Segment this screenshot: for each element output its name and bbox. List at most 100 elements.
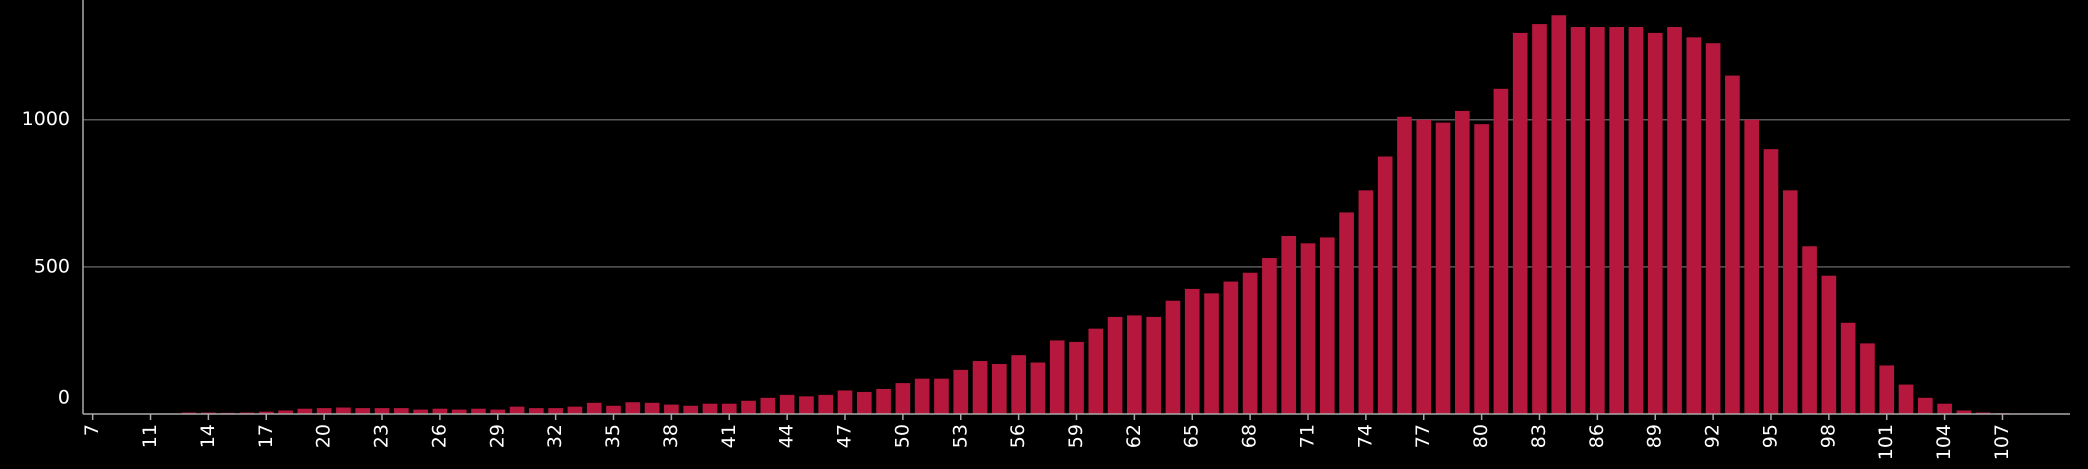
bar: [606, 405, 621, 414]
bar: [799, 396, 814, 414]
bar: [1011, 355, 1026, 414]
bar: [779, 394, 795, 414]
bar: [1262, 258, 1277, 414]
x-tick-label: 95: [1759, 424, 1781, 448]
bar: [258, 411, 274, 414]
x-tick-label: 59: [1065, 424, 1087, 448]
x-tick-label: 38: [660, 424, 682, 448]
x-tick-label: 56: [1007, 424, 1029, 448]
bar: [509, 406, 525, 414]
x-tick-label: 92: [1702, 424, 1724, 448]
x-tick-label: 65: [1181, 424, 1203, 448]
bar: [741, 400, 756, 414]
bar: [1377, 156, 1393, 414]
bar: [934, 378, 949, 414]
bar: [1782, 190, 1798, 414]
bar: [972, 361, 988, 414]
x-tick-label: 80: [1470, 424, 1492, 448]
bar: [451, 409, 467, 414]
x-tick-label: 29: [486, 424, 508, 448]
bar: [1821, 275, 1837, 414]
bar: [1454, 110, 1470, 414]
bar: [393, 408, 409, 414]
x-tick-label: 77: [1412, 424, 1434, 448]
bar: [895, 383, 911, 414]
y-tick-label: 500: [34, 255, 70, 277]
bar: [1319, 237, 1335, 414]
x-tick-label: 7: [81, 424, 103, 436]
bar: [914, 378, 930, 414]
x-tick-label: 74: [1354, 424, 1376, 448]
bar: [1647, 32, 1663, 415]
x-tick-label: 14: [197, 424, 219, 448]
bar: [1397, 116, 1412, 415]
bar: [856, 391, 872, 414]
bar: [471, 408, 486, 414]
bar: [1146, 316, 1161, 414]
bar: [529, 408, 544, 414]
x-tick-label: 32: [544, 424, 566, 448]
bar: [1763, 149, 1779, 414]
bar: [818, 394, 834, 414]
bar: [1339, 212, 1354, 414]
bar: [278, 410, 293, 414]
bar: [1628, 27, 1644, 415]
bar: [1917, 397, 1933, 414]
bar: [1030, 362, 1046, 414]
x-tick-label: 89: [1644, 424, 1666, 448]
x-tick-label: 50: [891, 424, 913, 448]
bar: [1435, 122, 1451, 415]
bar: [1879, 365, 1895, 414]
bar: [1242, 272, 1258, 414]
bar: [644, 402, 660, 414]
bar: [374, 408, 390, 414]
x-tick-label: 83: [1528, 424, 1550, 448]
bar: [1532, 24, 1547, 414]
y-tick-label: 0: [58, 387, 70, 409]
bar: [1590, 27, 1605, 415]
x-tick-label: 86: [1586, 424, 1608, 448]
bar: [1127, 315, 1142, 414]
bar: [586, 402, 602, 414]
bar: [1184, 288, 1200, 414]
x-tick-label: 62: [1123, 424, 1145, 448]
bar: [1281, 235, 1297, 414]
x-tick-label: 23: [371, 424, 393, 448]
bar: [355, 408, 371, 414]
x-tick-label: 35: [602, 424, 624, 448]
bar: [1165, 300, 1181, 414]
x-tick-label: 17: [255, 424, 277, 448]
bar: [664, 404, 679, 414]
bar: [876, 388, 891, 414]
bar: [1570, 27, 1586, 415]
x-tick-label: 41: [718, 424, 740, 448]
bar: [1956, 410, 1972, 414]
x-tick-label: 47: [834, 424, 856, 448]
x-tick-label: 44: [776, 424, 798, 448]
bar: [1416, 119, 1432, 414]
bar: [1840, 322, 1856, 414]
bar: [490, 409, 506, 414]
bar: [432, 408, 448, 414]
bar: [1725, 75, 1740, 415]
bar: [413, 409, 428, 414]
bar: [1667, 27, 1682, 415]
x-tick-label: 101: [1875, 424, 1897, 460]
bar: [297, 408, 313, 414]
bar: [1898, 384, 1914, 414]
bar: [1802, 246, 1817, 414]
bar: [721, 403, 737, 414]
x-tick-label: 98: [1817, 424, 1839, 448]
bar: [760, 397, 776, 414]
bar: [1088, 328, 1104, 414]
bar: [1512, 32, 1528, 415]
bar: [1609, 27, 1624, 415]
bar: [625, 402, 641, 414]
bar: [1300, 243, 1316, 414]
x-tick-label: 71: [1296, 424, 1318, 448]
bar: [1358, 190, 1374, 414]
bar: [336, 407, 351, 414]
x-tick-label: 26: [428, 424, 450, 448]
x-tick-label: 20: [313, 424, 335, 448]
